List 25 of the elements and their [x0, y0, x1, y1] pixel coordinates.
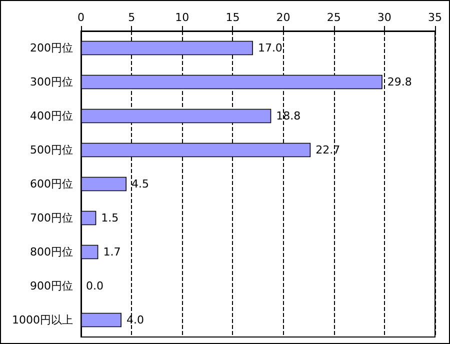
y-tick-label: 600円位: [30, 178, 73, 190]
y-tick-label: 1000円以上: [12, 314, 73, 326]
data-label: 1.5: [101, 212, 119, 224]
x-tick-label: 25: [326, 11, 341, 24]
y-tick-label: 800円位: [30, 246, 73, 258]
y-tick-label: 300円位: [30, 76, 73, 88]
data-label: 18.8: [276, 110, 301, 122]
x-tick-label: 5: [128, 11, 136, 24]
x-tick-label: 30: [377, 11, 392, 24]
data-label: 4.5: [132, 178, 150, 190]
data-label: 17.0: [258, 42, 282, 54]
y-tick-label: 700円位: [30, 212, 73, 224]
y-tick-label: 400円位: [30, 110, 73, 122]
data-label: 0.0: [86, 280, 104, 292]
x-tick-label: 0: [78, 11, 84, 24]
x-tick-label: 10: [175, 11, 190, 24]
x-tick-label: 15: [226, 11, 240, 24]
x-tick-label: 35: [428, 11, 442, 24]
y-tick-label: 900円位: [30, 280, 73, 292]
data-label: 1.7: [103, 246, 121, 258]
x-tick-label: 20: [276, 11, 290, 24]
data-label: 22.7: [316, 144, 340, 156]
y-tick-label: 200円位: [30, 42, 73, 54]
y-tick-label: 500円位: [30, 144, 73, 156]
data-label: 29.8: [387, 76, 412, 88]
